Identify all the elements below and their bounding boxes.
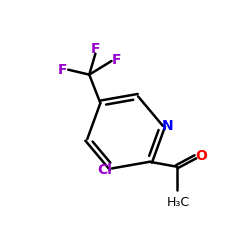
Text: Cl: Cl bbox=[97, 163, 112, 177]
Text: O: O bbox=[195, 148, 207, 162]
Text: F: F bbox=[91, 42, 100, 56]
Text: H₃C: H₃C bbox=[166, 196, 190, 209]
Text: F: F bbox=[112, 53, 122, 67]
Text: N: N bbox=[161, 119, 173, 133]
Text: F: F bbox=[58, 63, 68, 77]
